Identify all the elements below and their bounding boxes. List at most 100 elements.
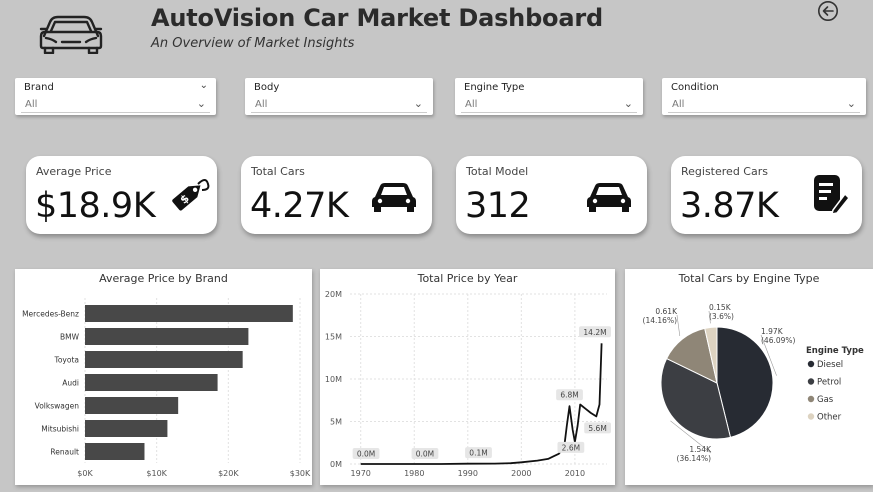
leader-line: [760, 334, 777, 376]
filter-condition[interactable]: Condition All ⌄: [662, 78, 866, 115]
y-category-label: Mercedes-Benz: [22, 310, 79, 319]
pie-slice[interactable]: [660, 357, 732, 440]
data-label: 0.1M: [465, 447, 492, 459]
bar[interactable]: [85, 443, 145, 460]
kpi-value: 312: [465, 186, 531, 226]
select-value: All: [25, 99, 38, 110]
y-category-label: Volkswagen: [35, 402, 80, 411]
legend-marker[interactable]: [807, 360, 815, 368]
kpi-registered-cars: Registered Cars 3.87K: [671, 156, 862, 234]
legend-title: Engine Type: [806, 346, 864, 356]
line-chart: 0M 5M 10M 15M 20M 1970 1980 1990 2000 2010 0.0M 0.0…: [325, 290, 611, 478]
body-select[interactable]: All ⌄: [251, 97, 427, 113]
bar[interactable]: [85, 328, 249, 345]
data-label-box: [556, 389, 583, 401]
data-label-text: 6.8M: [560, 391, 578, 400]
data-label-text: 0.0M: [416, 450, 434, 459]
filter-brand[interactable]: Brand ⌄ All ⌄: [15, 78, 216, 115]
back-arrow-icon[interactable]: [817, 0, 839, 22]
kpi-label: Registered Cars: [681, 165, 768, 178]
x-tick-label: $10K: [146, 469, 167, 478]
data-label: 5.6M: [584, 422, 611, 434]
kpi-average-price: Average Price $18.9K $: [26, 156, 217, 234]
leader-line: [708, 310, 711, 324]
bar[interactable]: [85, 397, 179, 414]
chevron-down-icon[interactable]: ⌄: [196, 97, 206, 110]
kpi-value: 4.27K: [250, 186, 349, 226]
data-label: 6.8M: [556, 389, 583, 401]
price-tag-icon: $: [172, 179, 210, 211]
legend-label[interactable]: Petrol: [817, 378, 841, 388]
legend-marker[interactable]: [807, 395, 815, 403]
slice-pct-label: (14.16%): [643, 316, 678, 325]
condition-select[interactable]: All ⌄: [668, 97, 860, 113]
y-tick-label: 5M: [330, 418, 342, 427]
x-tick-label: 1980: [404, 469, 424, 478]
y-category-label: Renault: [50, 448, 79, 457]
x-tick-label: 1970: [351, 469, 371, 478]
y-tick-label: 20M: [325, 290, 342, 299]
bar[interactable]: [85, 420, 168, 437]
y-category-label: BMW: [60, 333, 80, 342]
bar[interactable]: [85, 351, 243, 368]
filter-engine-type[interactable]: Engine Type All ⌄: [455, 78, 643, 115]
select-value: All: [465, 99, 478, 110]
car-logo-icon: [39, 15, 103, 54]
data-label-text: 0.0M: [357, 450, 375, 459]
data-label: 2.6M: [557, 441, 585, 453]
y-category-label: Mitsubishi: [41, 425, 79, 434]
pie-slice[interactable]: [665, 327, 718, 384]
kpi-label: Total Model: [466, 165, 529, 178]
slice-pct-label: (46.09%): [761, 336, 796, 345]
kpi-label: Total Cars: [251, 165, 305, 178]
slice-value-label: 0.15K: [709, 303, 732, 312]
data-label-text: 2.6M: [562, 443, 580, 452]
leader-line: [670, 420, 712, 454]
chart-title: Average Price by Brand: [99, 272, 228, 285]
x-tick-label: $30K: [290, 469, 311, 478]
data-label-box: [465, 447, 492, 459]
data-label-box: [557, 441, 585, 453]
kpi-total-model: Total Model 312: [456, 156, 647, 234]
chevron-down-icon[interactable]: ⌄: [846, 97, 856, 110]
car-icon: [372, 183, 416, 212]
engine-type-select[interactable]: All ⌄: [461, 97, 637, 113]
slice-value-label: 0.61K: [655, 307, 678, 316]
chevron-down-icon[interactable]: ⌄: [199, 80, 208, 91]
chevron-down-icon[interactable]: ⌄: [623, 97, 633, 110]
bar[interactable]: [85, 305, 293, 322]
data-label-box: [352, 448, 380, 459]
data-label: 0.0M: [352, 448, 380, 459]
kpi-value: 3.87K: [680, 186, 779, 226]
chevron-down-icon[interactable]: ⌄: [413, 97, 423, 110]
legend-label[interactable]: Other: [817, 413, 842, 423]
legend-label[interactable]: Gas: [817, 395, 834, 405]
legend-label[interactable]: Diesel: [817, 360, 843, 370]
chart-total-price-by-year: Total Price by Year 0M 5M 10M 15M 20M 1970 198…: [320, 269, 615, 485]
pie-slice[interactable]: [716, 326, 774, 438]
y-tick-label: 15M: [325, 333, 342, 342]
bar[interactable]: [85, 374, 218, 391]
page-subtitle: An Overview of Market Insights: [151, 36, 355, 51]
filter-label: Brand: [24, 82, 54, 93]
filter-body[interactable]: Body All ⌄: [245, 78, 433, 115]
y-category-label: Audi: [62, 379, 79, 388]
data-label-text: 0.1M: [469, 449, 487, 458]
chart-total-cars-by-engine-type: Total Cars by Engine Type 1.97K (46.09%) 1…: [625, 269, 873, 485]
chart-title: Total Price by Year: [417, 272, 518, 285]
filter-label: Condition: [671, 82, 719, 93]
pie-slice[interactable]: [704, 326, 718, 384]
data-label-box: [579, 326, 611, 338]
slice-pct-label: (36.14%): [677, 454, 712, 463]
legend-marker[interactable]: [807, 413, 815, 420]
kpi-total-cars: Total Cars 4.27K: [241, 156, 432, 234]
slice-value-label: 1.97K: [761, 327, 784, 336]
data-label-text: 5.6M: [588, 424, 606, 433]
leader-line: [676, 314, 681, 337]
x-tick-label: $0K: [77, 469, 93, 478]
brand-select[interactable]: All ⌄: [21, 97, 210, 113]
y-tick-label: 10M: [325, 375, 342, 384]
x-tick-label: 2010: [565, 469, 585, 478]
car-icon: [587, 183, 631, 212]
legend-marker[interactable]: [807, 378, 815, 385]
